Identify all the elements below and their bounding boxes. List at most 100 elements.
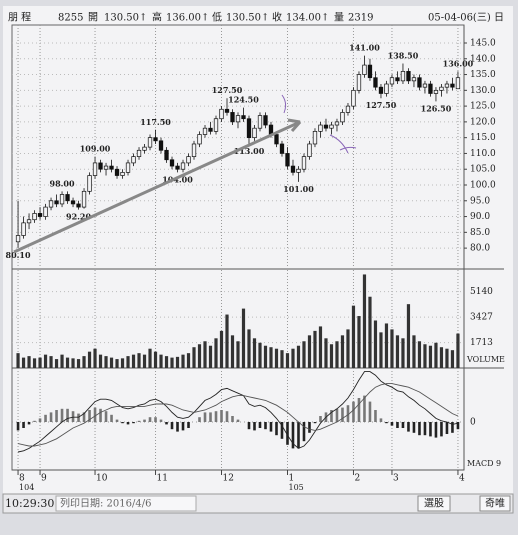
volume-bar [131,354,136,368]
candle-body [175,165,180,170]
macd-bar [165,422,168,425]
volume-bar [115,359,119,368]
candle-body [32,213,37,221]
x-tick-label: 11 [157,474,168,484]
volume-bar [373,320,378,368]
macd-bar [209,412,212,422]
volume-bar [192,347,196,368]
price-annotation: 80.10 [6,250,31,260]
button[interactable] [479,495,511,512]
macd-bar [110,414,113,422]
macd-bar [434,422,438,438]
candle-body [125,162,131,173]
volume-bar [456,333,460,368]
price-annotation: 92.20 [66,212,91,222]
candle-body [439,86,444,91]
header-item: 130.50↑ [104,13,147,24]
volume-bar [153,351,158,368]
candle-body [362,64,367,75]
macd-bar [291,422,295,449]
macd-bar [126,422,130,425]
candle-body [433,89,439,94]
y-tick-label: 80.0 [470,244,490,254]
macd-bar [132,422,135,424]
macd-line [17,383,459,447]
macd-bar [115,419,119,422]
candle-body [417,77,422,88]
macd-bar [143,419,146,422]
candle-body [455,77,461,90]
y-tick-label: 145.0 [470,38,496,48]
candle-body [411,77,417,82]
volume-bar [439,347,444,368]
volume-bar [351,305,356,368]
macd-bar [104,411,108,422]
candle-body [81,190,87,208]
x-year-label: 104 [19,483,34,492]
candle-body [296,168,301,173]
macd-bar [71,411,75,422]
volume-bar [324,338,328,368]
macd-bar [423,422,427,436]
button-label[interactable]: 奇唯 [485,497,505,510]
candle-body [378,86,384,94]
volume-bar [368,296,372,368]
candle-body [48,200,54,208]
candle-body [92,162,98,176]
candle-body [252,127,257,139]
candle-body [290,165,296,173]
candle-body [444,83,450,88]
candle-body [76,203,81,208]
candle-body [279,143,285,154]
macd-bar [22,422,25,428]
y-tick-label: 95.0 [470,196,490,206]
macd-bar [44,414,47,422]
candle-body [367,64,373,79]
candle-body [312,131,318,145]
volume-bar [181,354,185,368]
candle-body [389,77,395,85]
header-item: 收 [272,11,282,24]
volume-bar [274,348,279,368]
x-tick-label: 10 [96,474,108,484]
x-tick-label: 9 [41,474,47,484]
candle-body [164,149,169,161]
volume-bar [318,326,323,368]
macd-bar [60,408,64,422]
macd-bar [280,422,284,439]
candle-body [422,83,428,88]
volume-bar [109,357,114,368]
macd-bar [77,413,80,422]
price-annotation: 124.50 [228,95,259,105]
candle-body [197,134,202,145]
volume-bar [263,345,268,368]
volume-bar [159,354,163,368]
macd-bar [99,408,102,422]
header-item: 134.00↑ [286,13,329,24]
print-date-box [55,495,197,512]
header-item: 低 [212,11,222,24]
volume-bar [379,332,383,368]
candle-body [26,219,32,224]
macd-bar [38,418,42,422]
macd-bar [396,422,399,428]
volume-bar [32,358,37,368]
button-label[interactable]: 選股 [424,497,444,510]
macd-bar [352,401,355,422]
volume-bar [428,345,433,368]
volume-bar [395,335,400,368]
x-year-label: 105 [288,483,303,492]
y-tick-label: 105.0 [470,165,496,175]
candle-body [54,200,59,205]
candle-body [356,74,362,91]
macd-bar [187,422,190,428]
panel-label: MACD 9 [467,459,501,468]
candle-body [131,156,136,164]
candle-body [334,121,340,126]
button[interactable] [417,495,451,512]
x-tick-label: 1 [288,474,294,484]
candle-body [213,118,219,132]
candle-body [384,83,389,94]
macd-bar [319,416,322,422]
